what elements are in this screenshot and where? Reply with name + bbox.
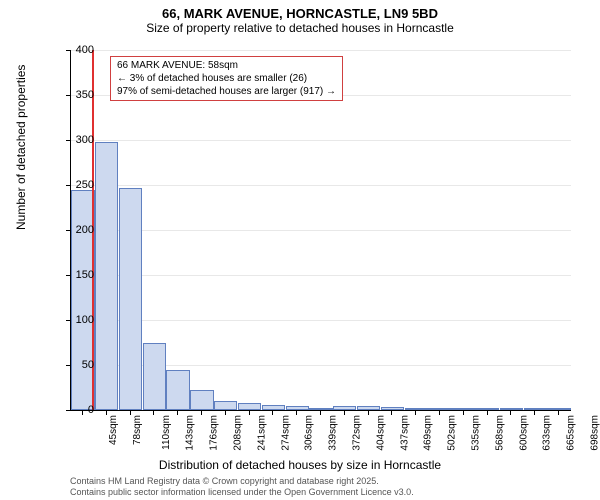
y-tick-label: 100	[54, 314, 94, 326]
annotation-box: 66 MARK AVENUE: 58sqm ← 3% of detached h…	[110, 56, 343, 101]
x-tick-label: 241sqm	[256, 415, 267, 451]
histogram-bar	[190, 390, 213, 410]
x-tick-mark	[510, 410, 511, 415]
x-tick-label: 339sqm	[328, 415, 339, 451]
x-tick-label: 274sqm	[280, 415, 291, 451]
footer-line: Contains HM Land Registry data © Crown c…	[70, 476, 414, 487]
footer: Contains HM Land Registry data © Crown c…	[70, 476, 414, 498]
grid-line	[71, 50, 571, 51]
x-tick-label: 45sqm	[108, 415, 119, 445]
annotation-line: 97% of semi-detached houses are larger (…	[117, 85, 336, 98]
chart-subtitle: Size of property relative to detached ho…	[0, 21, 600, 39]
x-tick-mark	[177, 410, 178, 415]
x-tick-label: 502sqm	[447, 415, 458, 451]
x-tick-label: 143sqm	[185, 415, 196, 451]
y-tick-label: 0	[54, 404, 94, 416]
y-tick-label: 50	[54, 359, 94, 371]
x-tick-mark	[296, 410, 297, 415]
histogram-bar	[119, 188, 142, 410]
x-tick-mark	[391, 410, 392, 415]
x-tick-mark	[463, 410, 464, 415]
x-tick-mark	[225, 410, 226, 415]
x-tick-label: 469sqm	[423, 415, 434, 451]
x-tick-mark	[368, 410, 369, 415]
y-tick-label: 300	[54, 134, 94, 146]
y-tick-label: 150	[54, 269, 94, 281]
y-tick-label: 250	[54, 179, 94, 191]
x-tick-mark	[415, 410, 416, 415]
histogram-bar	[214, 401, 237, 410]
x-tick-label: 404sqm	[375, 415, 386, 451]
x-tick-label: 633sqm	[542, 415, 553, 451]
histogram-bar	[143, 343, 166, 411]
x-tick-label: 698sqm	[590, 415, 600, 451]
x-tick-mark	[130, 410, 131, 415]
x-tick-mark	[249, 410, 250, 415]
annotation-line: ← 3% of detached houses are smaller (26)	[117, 72, 336, 85]
x-tick-label: 306sqm	[304, 415, 315, 451]
histogram-bar	[333, 406, 356, 410]
x-tick-mark	[320, 410, 321, 415]
y-tick-label: 350	[54, 89, 94, 101]
x-tick-mark	[487, 410, 488, 415]
histogram-bar	[476, 408, 499, 410]
x-tick-mark	[272, 410, 273, 415]
x-tick-mark	[558, 410, 559, 415]
x-axis-title: Distribution of detached houses by size …	[0, 458, 600, 472]
y-axis-title: Number of detached properties	[14, 65, 28, 230]
x-tick-mark	[201, 410, 202, 415]
grid-line	[71, 275, 571, 276]
x-tick-label: 600sqm	[518, 415, 529, 451]
plot	[70, 50, 571, 411]
grid-line	[71, 320, 571, 321]
histogram-bar	[71, 190, 94, 411]
x-tick-mark	[344, 410, 345, 415]
x-tick-label: 176sqm	[209, 415, 220, 451]
chart-area: 66 MARK AVENUE: 58sqm ← 3% of detached h…	[70, 50, 570, 410]
chart-title: 66, MARK AVENUE, HORNCASTLE, LN9 5BD	[0, 0, 600, 21]
x-tick-label: 535sqm	[471, 415, 482, 451]
x-tick-mark	[106, 410, 107, 415]
x-tick-mark	[534, 410, 535, 415]
x-tick-label: 372sqm	[352, 415, 363, 451]
x-tick-mark	[439, 410, 440, 415]
x-tick-label: 78sqm	[132, 415, 143, 445]
histogram-bar	[452, 408, 475, 410]
x-tick-label: 110sqm	[160, 415, 171, 450]
annotation-line: 66 MARK AVENUE: 58sqm	[117, 59, 336, 72]
x-tick-label: 665sqm	[566, 415, 577, 451]
histogram-bar	[238, 403, 261, 410]
histogram-bar	[95, 142, 118, 410]
x-tick-mark	[153, 410, 154, 415]
histogram-bar	[166, 370, 189, 411]
footer-line: Contains public sector information licen…	[70, 487, 414, 498]
x-tick-label: 208sqm	[233, 415, 244, 451]
grid-line	[71, 230, 571, 231]
grid-line	[71, 140, 571, 141]
y-tick-label: 400	[54, 44, 94, 56]
y-tick-label: 200	[54, 224, 94, 236]
grid-line	[71, 185, 571, 186]
x-tick-label: 437sqm	[399, 415, 410, 451]
x-tick-label: 568sqm	[494, 415, 505, 451]
